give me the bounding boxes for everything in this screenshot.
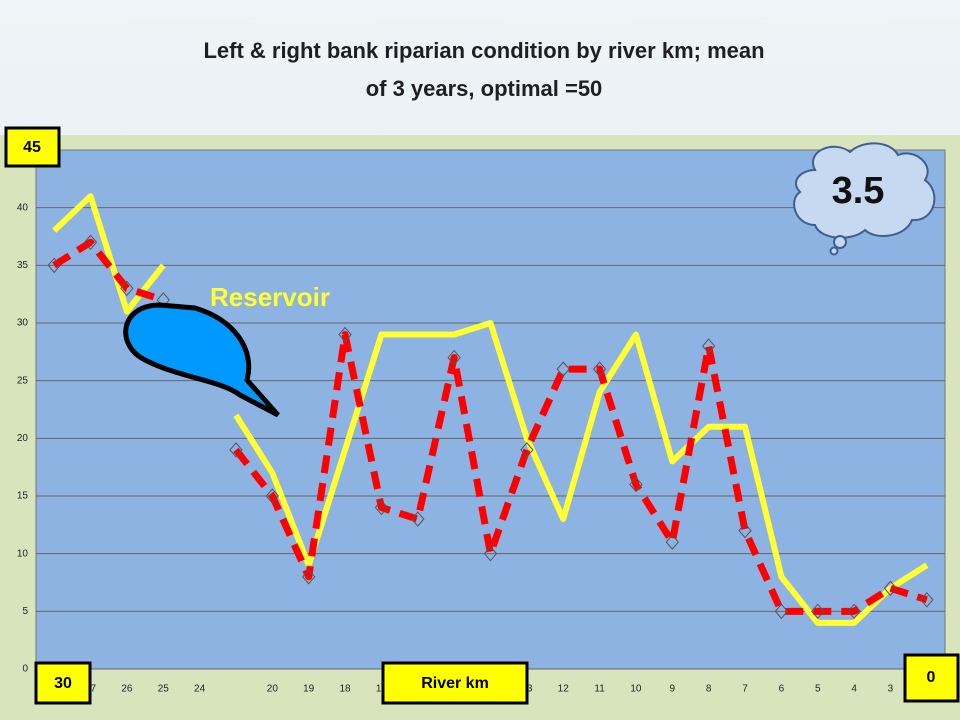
x-tick-label: 9 (670, 684, 676, 695)
marker (302, 568, 316, 585)
y-tick-label: 0 (22, 664, 28, 675)
annotation: Reservoir (210, 282, 330, 312)
x-tick-label: 26 (121, 684, 133, 695)
x-tick-label: 19 (303, 684, 315, 695)
label-box (34, 661, 92, 705)
marker (847, 603, 861, 620)
y-tick-label: 30 (17, 318, 29, 329)
x-tick-label: 5 (815, 684, 821, 695)
y-tick-label: 35 (17, 260, 29, 271)
marker (556, 361, 570, 377)
x-tick-label: 10 (630, 684, 642, 695)
x-tick-label: 12 (558, 684, 570, 695)
x-tick-label: 7 (742, 684, 748, 695)
cloud-dot (833, 235, 847, 249)
chart-title: Left & right bank riparian condition by … (203, 38, 764, 63)
y-tick-label: 10 (17, 548, 29, 559)
cloud-label: 3.5 (832, 170, 885, 212)
speech-bubble (123, 302, 280, 418)
y-tick-label: 20 (17, 433, 29, 444)
x-tick-label: 6 (779, 684, 785, 695)
x-tick-label: 25 (158, 684, 170, 695)
marker (265, 488, 279, 504)
x-tick-label: 20 (267, 684, 279, 695)
box-label: 30 (54, 675, 72, 692)
marker (592, 361, 607, 377)
plot-area (35, 149, 946, 670)
chart-title: of 3 years, optimal =50 (366, 76, 603, 101)
marker (229, 442, 243, 458)
marker (47, 257, 61, 274)
cloud-dot (829, 246, 839, 256)
x-tick-label: 24 (194, 684, 206, 695)
label-box (903, 653, 960, 703)
label-box (381, 661, 529, 705)
marker (483, 545, 498, 562)
series-line (52, 238, 928, 615)
box-label: River km (421, 675, 489, 692)
y-tick-label: 40 (17, 202, 29, 213)
y-tick-label: 25 (17, 375, 29, 386)
marker (774, 603, 789, 620)
marker (374, 499, 389, 516)
y-tick-label: 15 (17, 491, 29, 502)
marker (338, 326, 352, 343)
marker (411, 511, 425, 527)
box-label: 45 (23, 139, 41, 156)
marker (447, 349, 461, 366)
series-line (52, 193, 929, 626)
marker (120, 280, 134, 297)
marker (665, 534, 679, 550)
x-tick-label: 18 (339, 684, 351, 695)
x-tick-label: 4 (851, 684, 857, 695)
boxes: 45 30 River km 0 (4, 126, 960, 705)
x-tick-label: 11 (594, 684, 605, 695)
marker (83, 234, 98, 251)
marker (920, 592, 934, 608)
marker (883, 580, 898, 597)
label-box (4, 126, 61, 168)
marker (702, 338, 716, 354)
marker (811, 603, 825, 620)
x-tick-label: 8 (706, 684, 712, 695)
marker (629, 476, 643, 493)
x-tick-label: 3 (888, 684, 894, 695)
box-label: 0 (927, 669, 936, 686)
marker (738, 522, 752, 539)
y-tick-label: 5 (22, 606, 28, 617)
thought-cloud (793, 142, 936, 239)
marker (520, 442, 534, 458)
